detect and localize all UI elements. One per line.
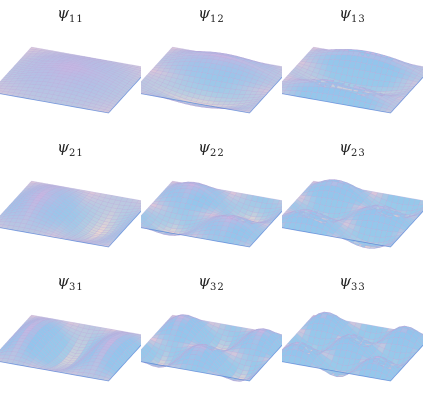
surface-plot-21 xyxy=(0,180,141,248)
surface-plot-31 xyxy=(0,314,141,382)
mode-panel-33: ψ33 xyxy=(282,268,423,402)
mode-label-11: ψ11 xyxy=(0,4,141,25)
psi-symbol: ψ xyxy=(198,138,211,156)
psi-symbol: ψ xyxy=(198,272,211,290)
psi-symbol: ψ xyxy=(57,4,70,22)
mode-panel-12: ψ12 xyxy=(141,0,282,134)
mode-subscript: 31 xyxy=(69,282,84,293)
surface-plot-12 xyxy=(141,46,282,114)
mode-subscript: 12 xyxy=(210,14,225,25)
mode-panel-23: ψ23 xyxy=(282,134,423,268)
surface-plot-11 xyxy=(0,46,141,114)
psi-symbol: ψ xyxy=(57,272,70,290)
surface-plot-32 xyxy=(141,314,282,382)
mode-label-33: ψ33 xyxy=(282,272,423,293)
mode-subscript: 11 xyxy=(69,14,84,25)
mode-panel-31: ψ31 xyxy=(0,268,141,402)
mode-label-32: ψ32 xyxy=(141,272,282,293)
mode-subscript: 22 xyxy=(210,148,225,159)
mode-panel-32: ψ32 xyxy=(141,268,282,402)
mode-panel-11: ψ11 xyxy=(0,0,141,134)
mode-label-31: ψ31 xyxy=(0,272,141,293)
mode-subscript: 13 xyxy=(351,14,366,25)
mode-subscript: 33 xyxy=(351,282,366,293)
psi-symbol: ψ xyxy=(339,138,352,156)
mode-label-13: ψ13 xyxy=(282,4,423,25)
mode-subscript: 32 xyxy=(210,282,225,293)
mode-panel-21: ψ21 xyxy=(0,134,141,268)
psi-symbol: ψ xyxy=(339,272,352,290)
psi-symbol: ψ xyxy=(339,4,352,22)
psi-symbol: ψ xyxy=(198,4,211,22)
surface-plot-22 xyxy=(141,180,282,248)
mode-panel-13: ψ13 xyxy=(282,0,423,134)
mode-subscript: 23 xyxy=(351,148,366,159)
mode-label-21: ψ21 xyxy=(0,138,141,159)
psi-symbol: ψ xyxy=(57,138,70,156)
mode-label-22: ψ22 xyxy=(141,138,282,159)
mode-label-23: ψ23 xyxy=(282,138,423,159)
mode-subscript: 21 xyxy=(69,148,84,159)
surface-plot-23 xyxy=(282,179,423,249)
mode-panel-22: ψ22 xyxy=(141,134,282,268)
mode-label-12: ψ12 xyxy=(141,4,282,25)
surface-plot-33 xyxy=(282,311,423,382)
surface-plot-13 xyxy=(282,46,423,114)
